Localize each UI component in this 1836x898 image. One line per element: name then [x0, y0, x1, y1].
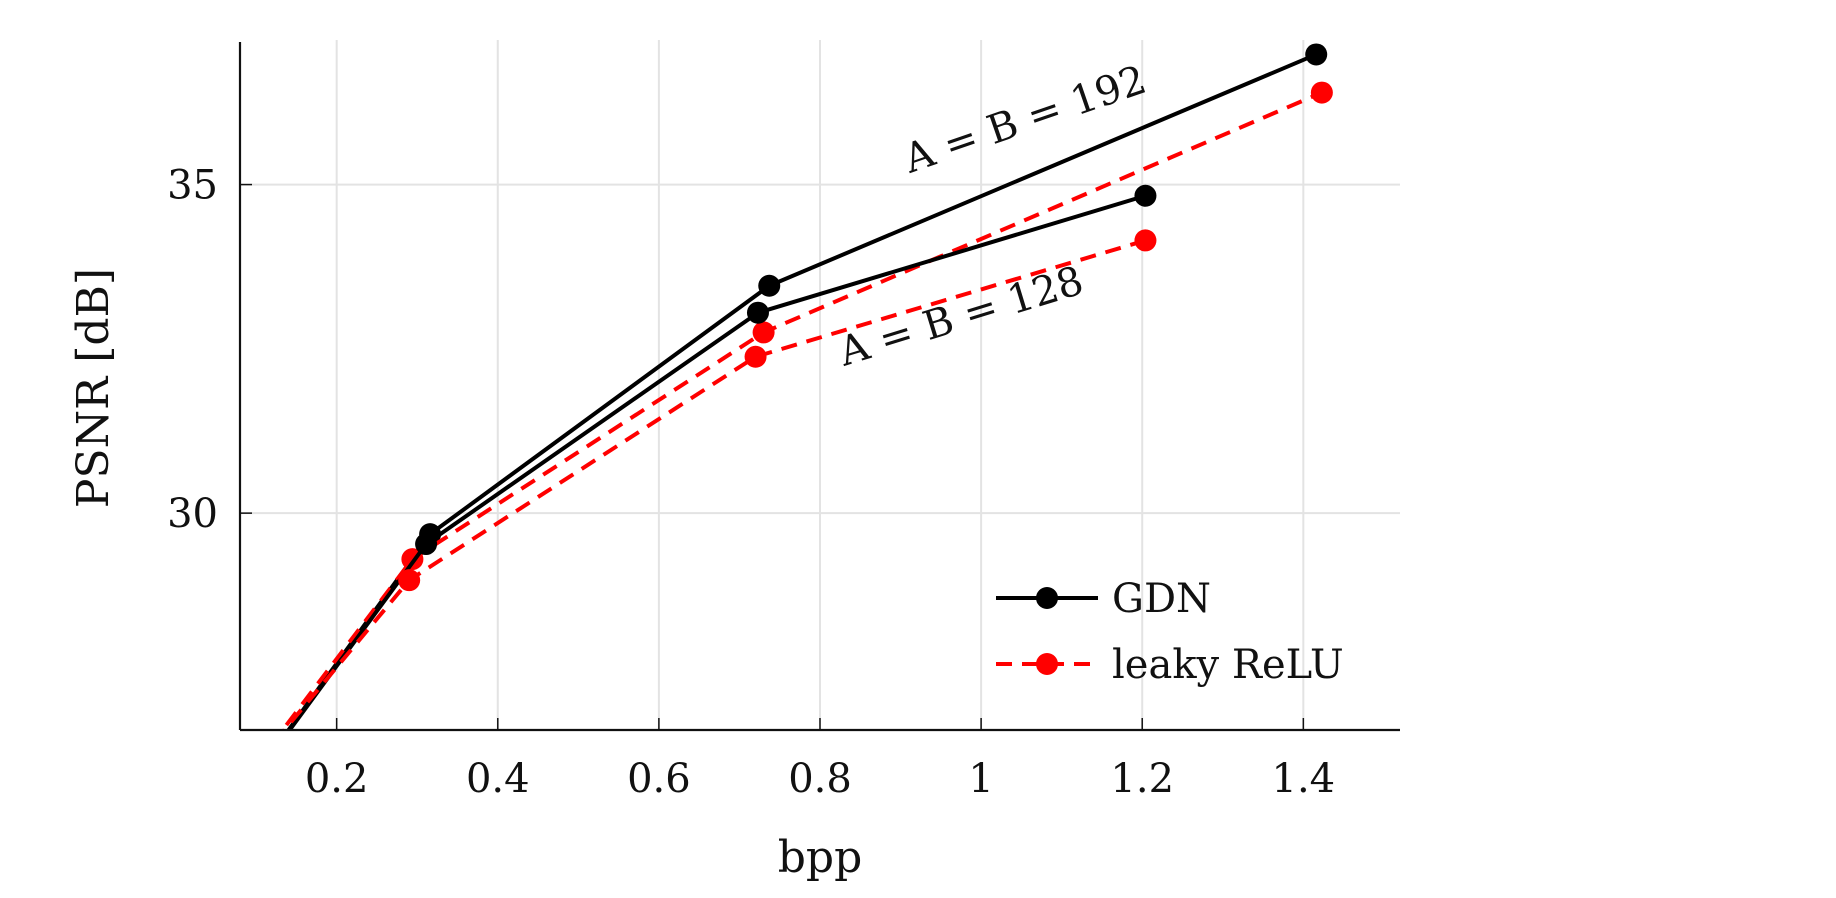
y-tick-label: 30: [167, 491, 218, 537]
x-tick-label: 0.8: [788, 756, 852, 802]
data-point-gdn-128: [746, 301, 769, 324]
data-point-leaky-relu-128: [398, 569, 421, 592]
data-point-leaky-relu-128: [744, 345, 767, 368]
curve-annotation: A = B = 128: [833, 258, 1089, 376]
annotations: A = B = 192 A = B = 128: [833, 57, 1152, 376]
y-tick-label: 35: [167, 163, 218, 209]
legend-label: leaky ReLU: [1112, 642, 1344, 688]
x-tick-label: 1.2: [1110, 756, 1174, 802]
legend-marker: [1036, 653, 1058, 675]
gridlines: [240, 40, 1400, 730]
data-point-gdn-192: [758, 274, 781, 297]
x-axis-label: bpp: [778, 832, 863, 883]
legend-label: GDN: [1112, 576, 1211, 622]
series-lines: [280, 43, 1333, 730]
data-point-gdn-192: [1305, 43, 1328, 66]
series-line-leaky-relu-192: [280, 90, 1323, 730]
x-tick-label: 1.4: [1272, 756, 1336, 802]
y-axis-label: PSNR [dB]: [68, 268, 119, 508]
data-point-gdn-128: [1134, 184, 1157, 207]
series-line-leaky-relu-128: [281, 238, 1147, 730]
legend-marker: [1036, 587, 1058, 609]
data-point-leaky-relu-192: [752, 321, 775, 344]
data-point-leaky-relu-192: [1310, 81, 1333, 104]
x-tick-label: 1: [968, 756, 993, 802]
axis-ticks: 0.2 0.4 0.6 0.8 1 1.2 1.4 30 35: [167, 163, 1335, 802]
legend: GDN leaky ReLU: [996, 576, 1344, 688]
curve-annotation: A = B = 192: [897, 57, 1152, 183]
x-tick-label: 0.6: [627, 756, 691, 802]
x-tick-label: 0.2: [305, 756, 369, 802]
x-tick-label: 0.4: [466, 756, 530, 802]
series-line-gdn-192: [286, 52, 1318, 730]
data-point-gdn-128: [415, 533, 438, 556]
data-point-leaky-relu-128: [1134, 229, 1157, 252]
